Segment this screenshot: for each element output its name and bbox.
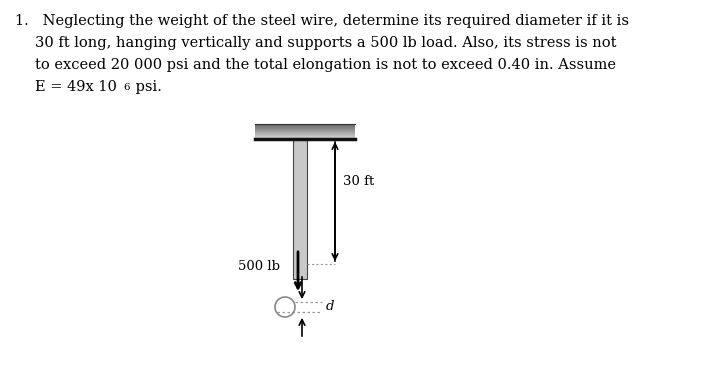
Bar <box>255 137 355 138</box>
Bar <box>255 127 355 128</box>
Bar <box>255 136 355 137</box>
Text: 6: 6 <box>123 83 130 92</box>
Bar <box>255 125 355 126</box>
Bar <box>255 133 355 134</box>
Bar <box>255 126 355 127</box>
Bar <box>255 129 355 130</box>
Bar <box>255 135 355 136</box>
Text: d: d <box>326 300 335 313</box>
Bar <box>255 128 355 129</box>
Bar <box>255 134 355 135</box>
Bar <box>255 138 355 139</box>
Text: 1.   Neglecting the weight of the steel wire, determine its required diameter if: 1. Neglecting the weight of the steel wi… <box>15 14 629 28</box>
Bar <box>255 131 355 132</box>
Text: E = 49x 10: E = 49x 10 <box>35 80 117 94</box>
Text: psi.: psi. <box>131 80 162 94</box>
Bar <box>293 139 307 279</box>
Text: 30 ft long, hanging vertically and supports a 500 lb load. Also, its stress is n: 30 ft long, hanging vertically and suppo… <box>35 36 616 50</box>
Bar <box>255 124 355 125</box>
Bar <box>255 132 355 133</box>
Bar <box>255 130 355 131</box>
Text: 30 ft: 30 ft <box>343 175 374 188</box>
Text: 500 lb: 500 lb <box>238 260 280 273</box>
Text: to exceed 20 000 psi and the total elongation is not to exceed 0.40 in. Assume: to exceed 20 000 psi and the total elong… <box>35 58 616 72</box>
